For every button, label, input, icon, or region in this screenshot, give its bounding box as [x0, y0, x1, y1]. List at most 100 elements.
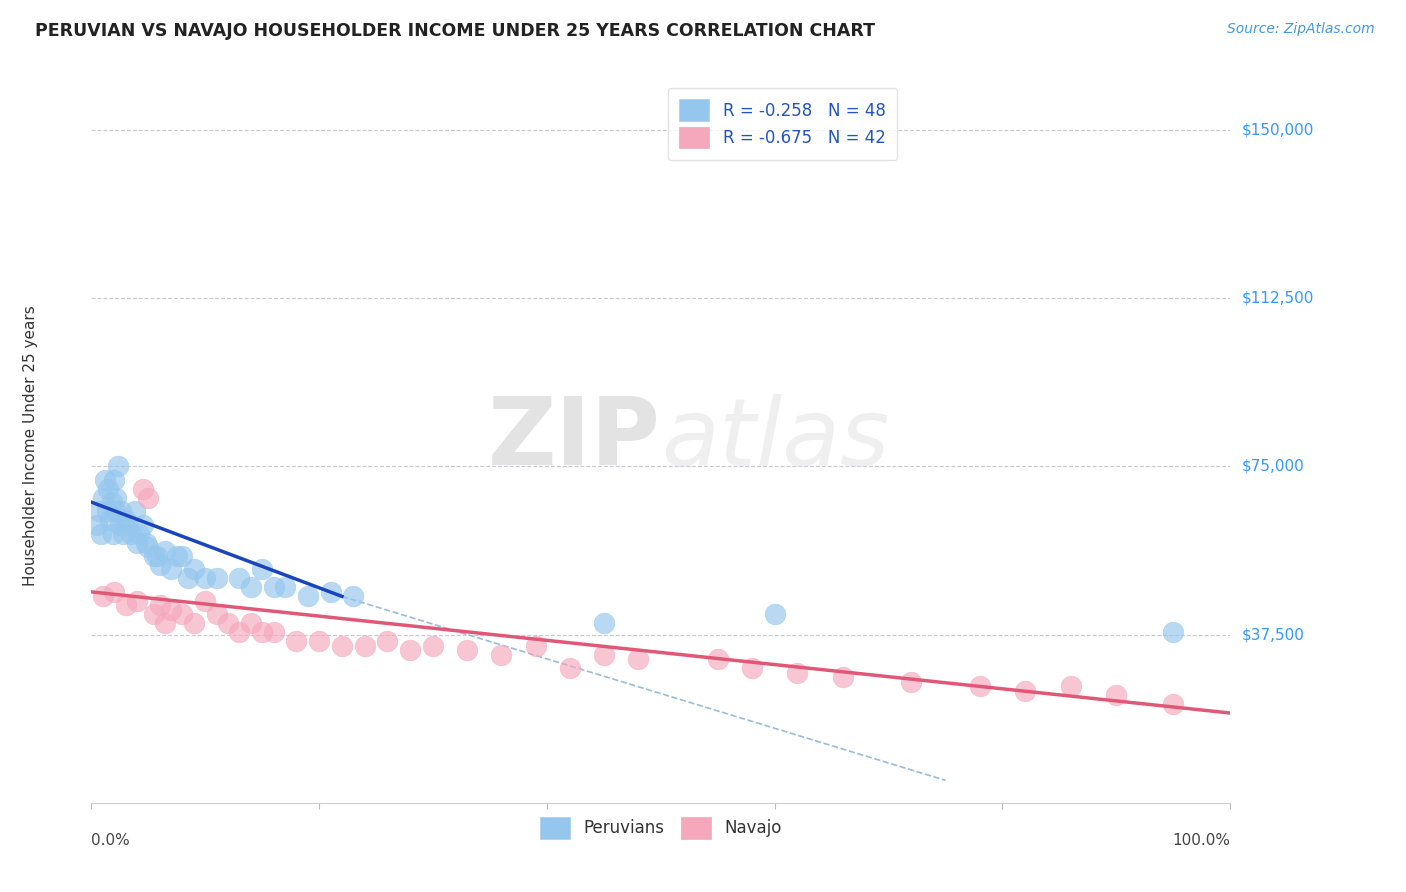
Point: [105, 491, 128, 505]
Point: [205, 571, 228, 585]
Point: [491, 648, 513, 662]
Point: [110, 504, 132, 518]
Point: [120, 526, 142, 541]
Point: [763, 607, 786, 622]
Point: [1014, 683, 1036, 698]
Point: [97, 482, 120, 496]
Point: [149, 558, 172, 572]
Point: [274, 581, 297, 595]
Point: [131, 482, 153, 496]
Point: [1161, 697, 1184, 711]
Point: [832, 670, 855, 684]
Point: [593, 616, 616, 631]
Text: $37,500: $37,500: [1241, 627, 1305, 642]
Text: Householder Income Under 25 years: Householder Income Under 25 years: [24, 306, 38, 586]
Point: [155, 616, 177, 631]
Legend: Peruvians, Navajo: Peruvians, Navajo: [533, 811, 789, 846]
Text: atlas: atlas: [661, 393, 889, 485]
Point: [1060, 679, 1083, 693]
Point: [377, 634, 399, 648]
Point: [125, 594, 148, 608]
Text: $112,500: $112,500: [1241, 291, 1313, 305]
Point: [524, 639, 547, 653]
Point: [422, 639, 444, 653]
Point: [900, 674, 922, 689]
Point: [593, 648, 616, 662]
Point: [342, 590, 364, 604]
Point: [101, 495, 124, 509]
Point: [96, 504, 118, 518]
Point: [101, 526, 124, 541]
Point: [117, 517, 139, 532]
Point: [103, 585, 125, 599]
Point: [124, 504, 146, 518]
Point: [1105, 688, 1128, 702]
Point: [149, 599, 172, 613]
Point: [103, 473, 125, 487]
Point: [353, 639, 375, 653]
Point: [91, 590, 114, 604]
Point: [146, 549, 169, 563]
Point: [89, 526, 111, 541]
Point: [558, 661, 581, 675]
Point: [285, 634, 308, 648]
Point: [217, 616, 239, 631]
Point: [263, 581, 285, 595]
Point: [239, 616, 262, 631]
Point: [319, 585, 342, 599]
Point: [166, 549, 188, 563]
Point: [706, 652, 728, 666]
Text: $75,000: $75,000: [1241, 458, 1305, 474]
Point: [456, 643, 478, 657]
Point: [183, 562, 205, 576]
Point: [160, 603, 183, 617]
Point: [183, 616, 205, 631]
Point: [627, 652, 650, 666]
Point: [155, 544, 177, 558]
Point: [107, 459, 129, 474]
Text: $150,000: $150,000: [1241, 122, 1313, 137]
Point: [160, 562, 183, 576]
Point: [143, 549, 166, 563]
Point: [228, 625, 250, 640]
Point: [94, 473, 117, 487]
Point: [786, 665, 808, 680]
Point: [98, 513, 121, 527]
Point: [108, 517, 131, 532]
Point: [194, 571, 217, 585]
Point: [194, 594, 217, 608]
Point: [138, 540, 160, 554]
Point: [250, 562, 273, 576]
Point: [177, 571, 200, 585]
Point: [91, 491, 114, 505]
Point: [1161, 625, 1184, 640]
Point: [263, 625, 285, 640]
Point: [135, 535, 157, 549]
Point: [228, 571, 250, 585]
Point: [112, 526, 135, 541]
Point: [330, 639, 353, 653]
Point: [297, 590, 319, 604]
Point: [86, 517, 108, 532]
Point: [131, 517, 153, 532]
Point: [114, 599, 136, 613]
Point: [89, 504, 111, 518]
Point: [399, 643, 422, 657]
Text: 0.0%: 0.0%: [91, 833, 131, 848]
Text: 100.0%: 100.0%: [1173, 833, 1230, 848]
Point: [969, 679, 991, 693]
Point: [125, 535, 148, 549]
Text: PERUVIAN VS NAVAJO HOUSEHOLDER INCOME UNDER 25 YEARS CORRELATION CHART: PERUVIAN VS NAVAJO HOUSEHOLDER INCOME UN…: [35, 22, 875, 40]
Point: [143, 607, 166, 622]
Point: [308, 634, 330, 648]
Point: [138, 491, 160, 505]
Text: ZIP: ZIP: [488, 393, 661, 485]
Point: [250, 625, 273, 640]
Point: [172, 549, 194, 563]
Point: [172, 607, 194, 622]
Point: [128, 526, 150, 541]
Point: [114, 513, 136, 527]
Point: [104, 504, 127, 518]
Point: [239, 581, 262, 595]
Point: [205, 607, 228, 622]
